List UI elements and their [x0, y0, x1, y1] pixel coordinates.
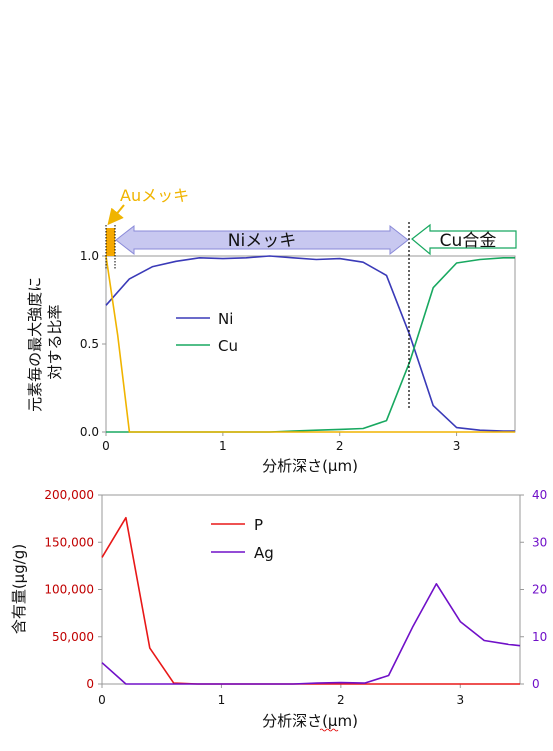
au-series-line	[105, 255, 515, 433]
ratio-chart: 0 1 2 3 0.0 0.5 1.0 Auメッキ Niメッキ Cu合金 Ni Cu 分析…	[26, 186, 517, 475]
y2-tick-label: 40	[532, 488, 547, 502]
x-tick-label: 3	[453, 439, 461, 453]
x-tick-label: 0	[102, 439, 110, 453]
p-series-line	[101, 516, 520, 685]
ag-series-line	[101, 582, 521, 685]
y-tick-label: 0.0	[80, 425, 99, 439]
content-chart: 0 1 2 3 0 50,000 100,000 150,000 200,000 0 10 20 3…	[10, 488, 547, 732]
x-tick-label: 3	[456, 693, 464, 707]
legend-ni-label: Ni	[218, 310, 233, 328]
ni-series-line	[105, 255, 515, 432]
au-layer-bar	[106, 228, 115, 256]
legend-p-label: P	[254, 516, 263, 534]
y-tick-label: 200,000	[44, 488, 94, 502]
ni-layer-annotation: Niメッキ	[115, 224, 409, 256]
au-layer-label: Auメッキ	[120, 186, 189, 205]
ratio-plot-area	[105, 255, 516, 433]
legend-ag-label: Ag	[254, 544, 274, 562]
x-tick-label: 2	[336, 439, 344, 453]
y2-tick-label: 20	[532, 583, 547, 597]
ratio-y-axis-title-line2: 対する比率	[46, 304, 64, 379]
y-tick-label: 150,000	[44, 535, 94, 549]
ni-layer-label: Niメッキ	[228, 231, 296, 251]
y-tick-label: 0.5	[80, 337, 99, 351]
ratio-y-axis-title: 元素毎の最大強度に 対する比率	[26, 272, 64, 412]
ratio-x-axis-title: 分析深さ(μm)	[262, 457, 358, 475]
y-tick-label: 0	[86, 677, 94, 691]
y-tick-label: 1.0	[80, 249, 99, 263]
y-tick-label: 100,000	[44, 583, 94, 597]
spellcheck-underline	[319, 728, 339, 732]
cu-layer-arrow	[411, 223, 517, 256]
x-tick-label: 1	[219, 439, 227, 453]
au-layer-annotation: Auメッキ	[105, 186, 189, 270]
content-legend: P Ag	[211, 516, 274, 562]
legend-cu-label: Cu	[218, 337, 238, 355]
content-x-axis-title: 分析深さ(μm)	[262, 712, 358, 730]
au-pointer-arrow	[107, 204, 125, 226]
y2-tick-label: 30	[532, 535, 547, 549]
content-plot-area	[101, 494, 521, 685]
x-tick-label: 0	[98, 693, 106, 707]
y-tick-label: 50,000	[52, 630, 94, 644]
ratio-y-axis-title-line1: 元素毎の最大強度に	[26, 277, 44, 412]
x-tick-label: 1	[218, 693, 226, 707]
x-tick-label: 2	[337, 693, 345, 707]
y2-tick-label: 0	[532, 677, 540, 691]
y2-tick-label: 10	[532, 630, 547, 644]
ni-layer-arrow	[115, 224, 409, 256]
cu-layer-annotation: Cu合金	[408, 222, 517, 408]
content-y-axis-title: 含有量(μg/g)	[10, 544, 28, 634]
cu-layer-label: Cu合金	[440, 231, 497, 251]
cu-series-line	[106, 256, 515, 433]
ratio-legend: Ni Cu	[176, 310, 238, 355]
